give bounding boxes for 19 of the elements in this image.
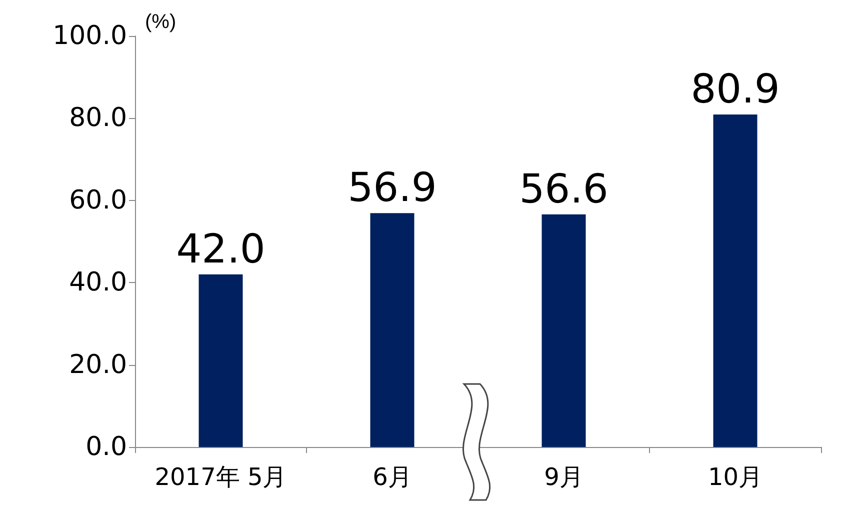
x-tick-label: 9月 (544, 463, 584, 491)
x-tick-label: 10月 (708, 463, 763, 491)
bar (370, 213, 414, 447)
bar (542, 214, 586, 447)
y-tick-label: 20.0 (69, 350, 127, 380)
data-label: 42.0 (176, 226, 266, 272)
data-label: 80.9 (690, 66, 780, 112)
x-tick-label: 2017年 5月 (154, 463, 287, 491)
bar (198, 274, 243, 447)
y-tick-label: 40.0 (69, 268, 127, 298)
y-tick-label: 60.0 (69, 185, 127, 216)
data-label: 56.9 (348, 165, 437, 212)
y-tick-label: 80.0 (69, 103, 127, 134)
data-label: 56.6 (519, 166, 608, 212)
bar (713, 114, 758, 447)
x-tick-label: 6月 (372, 463, 412, 491)
y-axis-title: (%) (145, 11, 176, 33)
y-tick-label: 0.0 (86, 432, 127, 462)
y-tick-label: 100.0 (52, 21, 127, 51)
